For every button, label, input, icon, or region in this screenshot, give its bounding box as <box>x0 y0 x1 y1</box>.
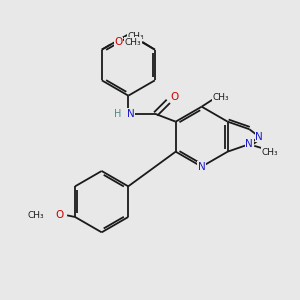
Text: O: O <box>114 37 123 47</box>
Text: N: N <box>255 132 263 142</box>
Text: O: O <box>55 210 64 220</box>
Text: O: O <box>171 92 179 102</box>
Text: N: N <box>245 139 253 149</box>
Text: CH₃: CH₃ <box>262 148 278 157</box>
Text: N: N <box>198 162 206 172</box>
Text: CH₃: CH₃ <box>27 211 44 220</box>
Text: CH₃: CH₃ <box>128 32 144 41</box>
Text: CH₃: CH₃ <box>125 38 141 47</box>
Text: H: H <box>114 109 122 119</box>
Text: CH₃: CH₃ <box>213 93 229 102</box>
Text: N: N <box>127 109 135 119</box>
